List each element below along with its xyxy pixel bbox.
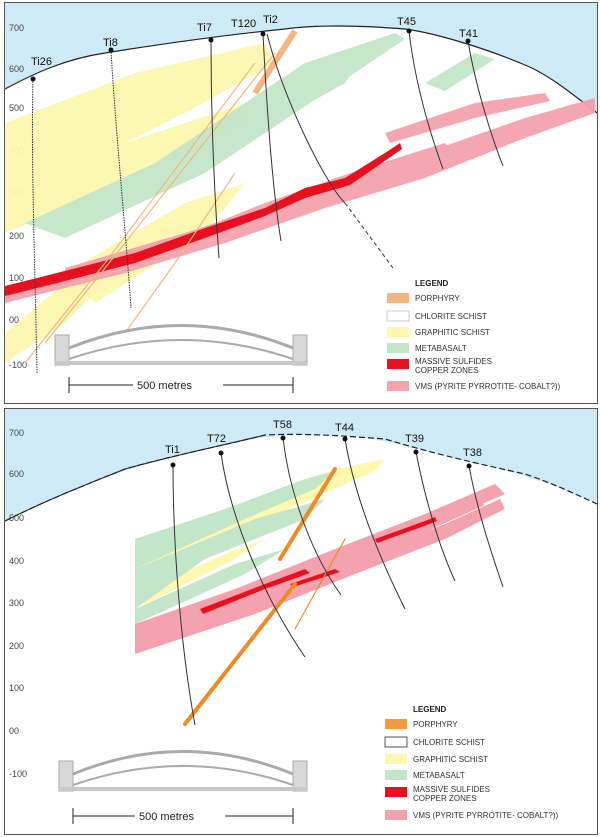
section-bottom: 700 600 500 400 300 200 100 00 -100 — [4, 408, 598, 835]
legend: LEGEND PORPHYRY CHLORITE SCHIST GRAPHITI… — [386, 279, 561, 391]
legend-label: CHLORITE SCHIST — [413, 738, 485, 747]
harbour-bridge-scale-icon — [54, 324, 308, 366]
drillhole-label: T120 — [231, 18, 256, 30]
metabasalt-unit — [135, 471, 335, 624]
elevation-label: 500 — [9, 513, 24, 523]
drillhole-label: Ti8 — [103, 37, 118, 49]
drillhole-label: T41 — [459, 28, 478, 40]
drillhole-traces — [31, 30, 504, 374]
drillhole-label: T44 — [335, 422, 354, 434]
legend-label: VMS (PYRITE PYRROTITE- COBALT?)) — [413, 811, 559, 820]
legend-swatch-metabasalt — [387, 343, 409, 353]
legend-label: METABASALT — [413, 771, 465, 780]
legend-label: VMS (PYRITE PYRROTITE- COBALT?)) — [415, 382, 561, 391]
ground-surface — [5, 25, 597, 114]
harbour-bridge-scale-icon — [58, 750, 308, 792]
drillhole-label: Ti1 — [165, 444, 180, 456]
legend-swatch-vms — [385, 810, 407, 820]
legend-swatch-massive-sulfides — [385, 787, 407, 797]
legend-label: COPPER ZONES — [413, 794, 477, 803]
drillhole-label: T45 — [397, 16, 416, 28]
legend-swatch-massive-sulfides — [387, 359, 409, 369]
drillhole-label: Ti26 — [31, 56, 52, 68]
legend-title: LEGEND — [413, 705, 447, 714]
legend-swatch-chlorite — [386, 310, 410, 322]
elevation-label: 200 — [9, 231, 24, 241]
porphyry-dike — [183, 467, 346, 726]
drillhole-traces — [172, 437, 504, 726]
legend-swatch-chlorite — [384, 736, 408, 748]
elevation-label: 00 — [9, 726, 19, 736]
sky-area — [5, 3, 597, 113]
ground-surface — [5, 433, 597, 522]
drillhole-collars — [30, 28, 471, 82]
drillhole-label: T72 — [207, 433, 226, 445]
scale-bar-label: 500 metres — [137, 380, 193, 392]
drillhole-collars — [170, 435, 472, 469]
legend-swatch-porphyry — [387, 293, 409, 303]
elevation-label: 00 — [9, 315, 19, 325]
legend-label: GRAPHITIC SCHIST — [413, 755, 488, 764]
section-top: 700 600 500 400 300 200 100 00 -100 — [4, 2, 598, 404]
drillhole-label: T39 — [405, 433, 424, 445]
elevation-label: 300 — [9, 598, 24, 608]
legend-swatch-vms — [387, 381, 409, 391]
elevation-label: -100 — [9, 769, 27, 779]
elevation-label: 600 — [9, 469, 24, 479]
legend-title: LEGEND — [415, 279, 449, 288]
legend: LEGEND PORPHYRY CHLORITE SCHIST GRAPHITI… — [384, 705, 559, 820]
legend-label: PORPHYRY — [415, 294, 460, 303]
legend-label: MASSIVE SULFIDES — [413, 785, 490, 794]
elevation-label: 200 — [9, 641, 24, 651]
legend-swatch-porphyry — [385, 719, 407, 729]
elevation-label: 400 — [9, 556, 24, 566]
legend-swatch-graphitic — [385, 754, 407, 764]
legend-label: GRAPHITIC SCHIST — [415, 328, 490, 337]
legend-label: COPPER ZONES — [415, 366, 479, 375]
legend-swatch-graphitic — [387, 327, 409, 337]
legend-label: CHLORITE SCHIST — [415, 312, 487, 321]
elevation-axis: 700 600 500 400 300 200 100 00 -100 — [9, 428, 27, 779]
section-top-svg: 700 600 500 400 300 200 100 00 -100 — [5, 3, 597, 393]
massive-sulfide-unit — [5, 143, 402, 296]
legend-label: MASSIVE SULFIDES — [415, 357, 492, 366]
elevation-label: 700 — [9, 428, 24, 438]
drillhole-label: T58 — [273, 419, 292, 431]
drillhole-label: Ti2 — [263, 14, 278, 26]
elevation-label: 600 — [9, 64, 24, 74]
section-bottom-svg: 700 600 500 400 300 200 100 00 -100 — [5, 409, 597, 824]
sky-area — [5, 409, 597, 521]
elevation-label: -100 — [9, 360, 27, 370]
elevation-label: 700 — [9, 23, 24, 33]
elevation-label: 100 — [9, 683, 24, 693]
elevation-label: 100 — [9, 273, 24, 283]
drillhole-label: Ti7 — [197, 22, 212, 34]
legend-swatch-metabasalt — [385, 770, 407, 780]
drillhole-label: T38 — [463, 447, 482, 459]
legend-label: PORPHYRY — [413, 720, 458, 729]
elevation-label: 500 — [9, 103, 24, 113]
legend-label: METABASALT — [415, 344, 467, 353]
scale-bar-label: 500 metres — [139, 811, 195, 823]
